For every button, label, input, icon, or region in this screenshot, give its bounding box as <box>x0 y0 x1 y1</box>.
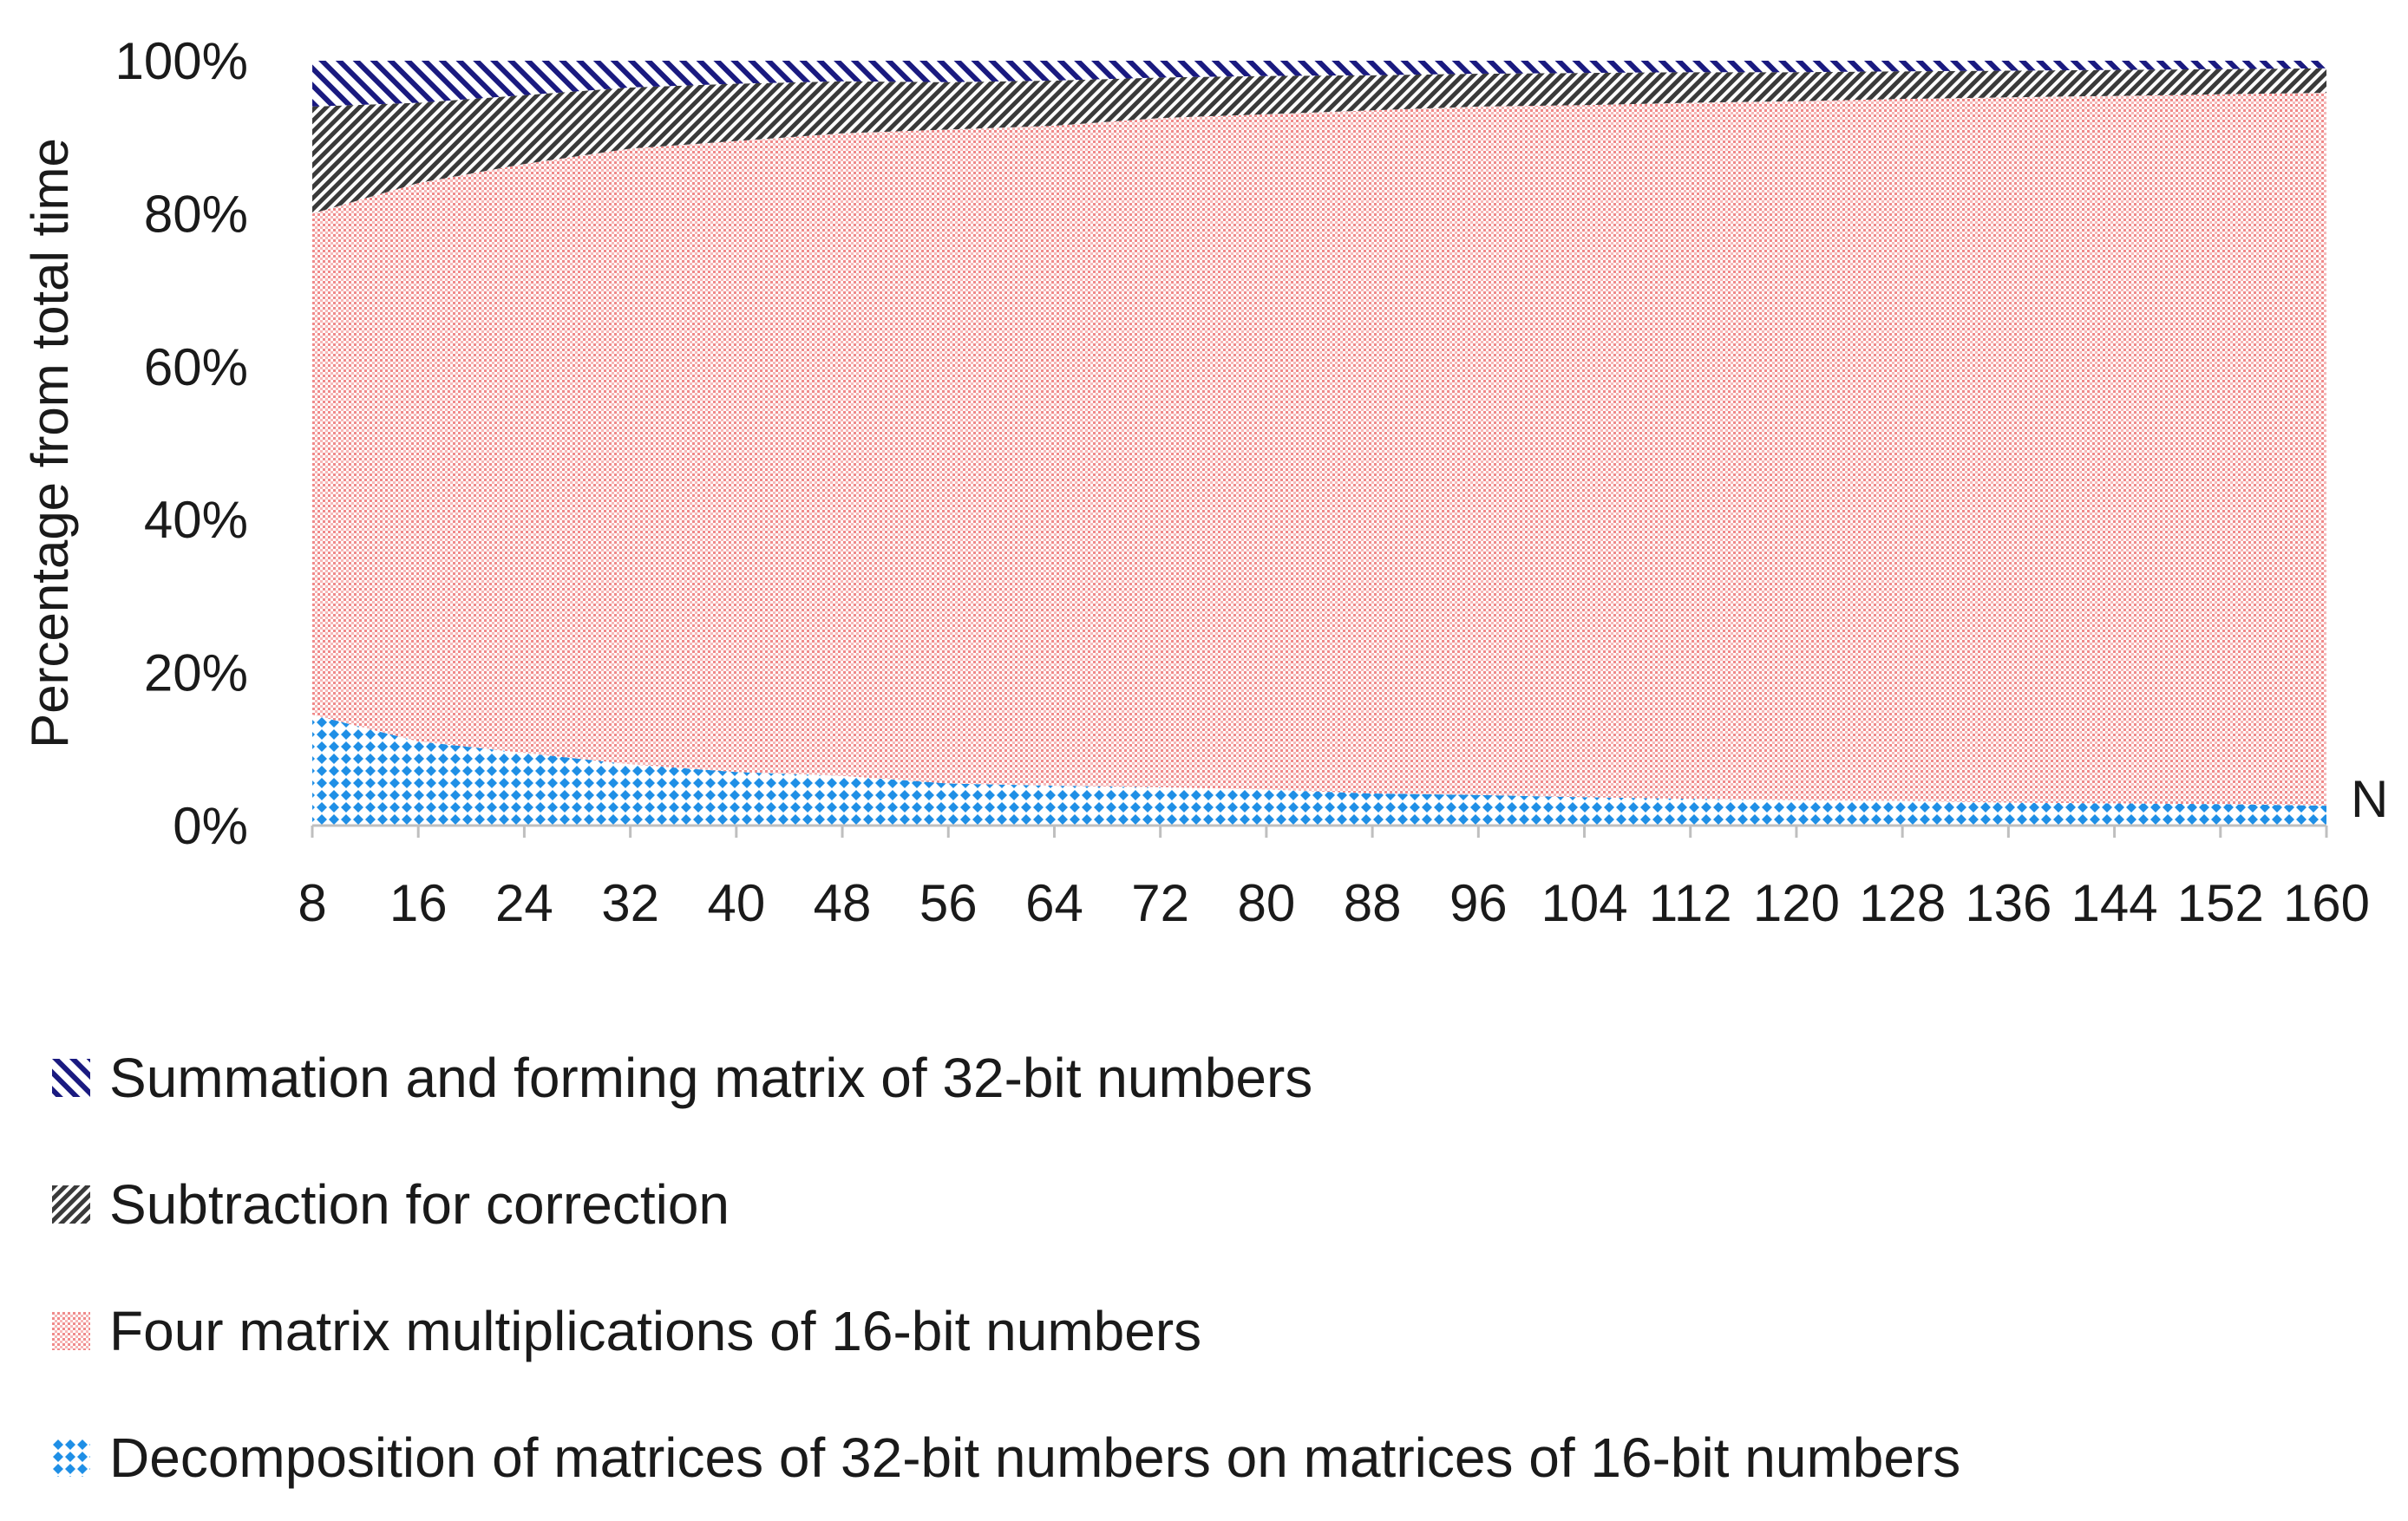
y-axis-title: Percentage from total time <box>21 138 79 748</box>
series-areas <box>312 61 2326 826</box>
x-tick-label: 40 <box>707 874 765 932</box>
legend-label-summation: Summation and forming matrix of 32-bit n… <box>109 1047 1313 1109</box>
x-tick-label: 128 <box>1859 874 1946 932</box>
x-tick-label: 112 <box>1649 874 1732 932</box>
x-tick-label: 24 <box>495 874 553 932</box>
multiplications-swatch-icon <box>52 1312 90 1350</box>
x-tick-label: 152 <box>2177 874 2264 932</box>
x-tick-label: 104 <box>1541 874 1627 932</box>
x-tick-label: 144 <box>2071 874 2158 932</box>
legend-item-decomposition: Decomposition of matrices of 32-bit numb… <box>52 1394 1960 1521</box>
legend-label-multiplications: Four matrix multiplications of 16-bit nu… <box>109 1300 1202 1362</box>
y-tick-labels: 0% 20% 40% 60% 80% 100% <box>115 32 248 855</box>
x-tick-label: 56 <box>919 874 978 932</box>
area-series-2 <box>312 68 2326 214</box>
x-tick-label: 16 <box>389 874 448 932</box>
decomposition-swatch-icon <box>52 1439 90 1477</box>
x-tick-label: 48 <box>814 874 872 932</box>
area-series-3 <box>312 61 2326 107</box>
legend-label-decomposition: Decomposition of matrices of 32-bit numb… <box>109 1426 1961 1489</box>
area-series-0 <box>312 715 2326 826</box>
legend: Summation and forming matrix of 32-bit n… <box>52 1015 1960 1521</box>
legend-item-multiplications: Four matrix multiplications of 16-bit nu… <box>52 1268 1960 1394</box>
x-axis-title: N <box>2351 770 2388 828</box>
y-tick-label: 80% <box>144 185 248 243</box>
y-tick-label: 0% <box>173 797 248 855</box>
x-tick-label: 136 <box>1965 874 2051 932</box>
legend-item-subtraction: Subtraction for correction <box>52 1141 1960 1268</box>
x-tick-label: 88 <box>1344 874 1402 932</box>
x-tick-label: 8 <box>298 874 326 932</box>
x-tick-label: 120 <box>1753 874 1840 932</box>
x-tick-label: 96 <box>1449 874 1508 932</box>
x-tick-label: 160 <box>2283 874 2370 932</box>
x-tick-label: 72 <box>1131 874 1189 932</box>
y-tick-label: 60% <box>144 338 248 396</box>
area-series-1 <box>312 93 2326 806</box>
y-tick-label: 40% <box>144 491 248 549</box>
axes <box>311 824 2328 838</box>
y-tick-label: 100% <box>115 32 248 90</box>
x-tick-labels: 8 16 24 32 40 48 56 64 72 80 88 96 104 112 120 128 136 14… <box>298 874 2370 932</box>
x-tick-label: 80 <box>1238 874 1296 932</box>
subtraction-swatch-icon <box>52 1185 90 1224</box>
x-tick-label: 32 <box>601 874 659 932</box>
summation-swatch-icon <box>52 1059 90 1097</box>
y-tick-label: 20% <box>144 644 248 702</box>
legend-item-summation: Summation and forming matrix of 32-bit n… <box>52 1015 1960 1141</box>
legend-label-subtraction: Subtraction for correction <box>109 1173 730 1236</box>
x-tick-label: 64 <box>1025 874 1083 932</box>
